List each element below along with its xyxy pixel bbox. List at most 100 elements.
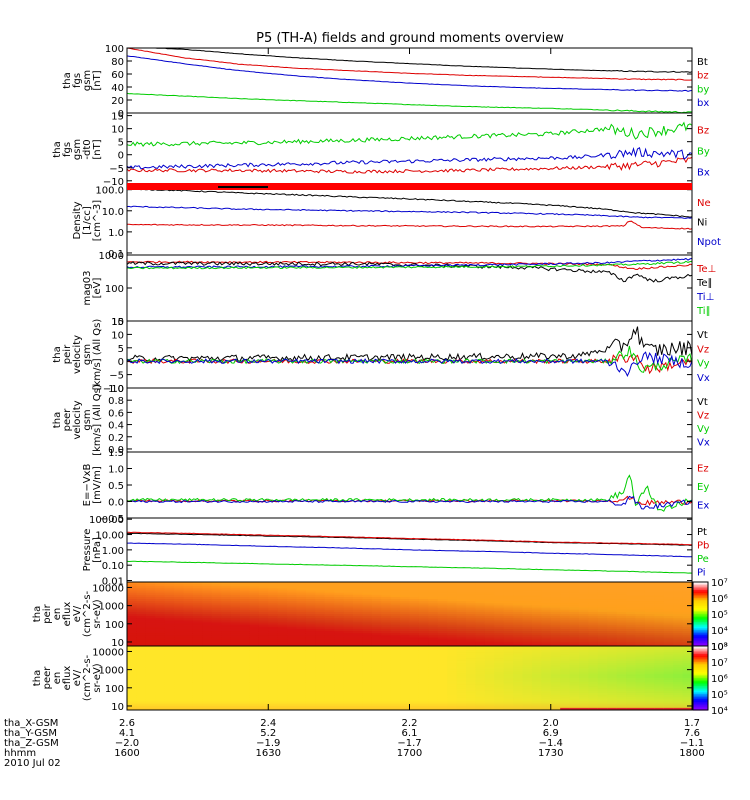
heatmap-cell: [145, 692, 156, 696]
heatmap-cell: [240, 648, 251, 651]
heatmap-cell: [418, 599, 429, 602]
heatmap-cell: [371, 652, 382, 656]
heatmap-cell: [626, 671, 637, 675]
heatmap-cell: [362, 609, 373, 613]
heatmap-cell: [607, 643, 618, 646]
heatmap-cell: [145, 611, 156, 615]
heatmap-cell: [258, 605, 269, 609]
heatmap-cell: [202, 646, 213, 649]
heatmap-cell: [183, 599, 194, 602]
heatmap-cell: [560, 586, 571, 589]
heatmap-cell: [287, 582, 298, 585]
heatmap-cell: [635, 624, 646, 628]
heatmap-cell: [305, 688, 316, 692]
y-axis-label-line: en: [52, 608, 63, 621]
heatmap-cell: [183, 614, 194, 617]
heatmap-cell: [409, 650, 420, 653]
heatmap-cell: [475, 616, 486, 619]
heatmap-cell: [682, 663, 692, 666]
heatmap-cell: [616, 633, 627, 636]
heatmap-cell: [569, 699, 580, 703]
heatmap-cell: [550, 603, 561, 607]
heatmap-cell: [579, 692, 590, 696]
heatmap-cell: [249, 686, 260, 690]
heatmap-cell: [155, 607, 166, 611]
heatmap-cell: [682, 599, 692, 602]
heatmap-cell: [626, 635, 637, 639]
heatmap-cell: [136, 622, 147, 626]
heatmap-cell: [334, 688, 345, 692]
heatmap-cell: [484, 707, 495, 710]
heatmap-cell: [296, 601, 307, 604]
heatmap-cell: [682, 697, 692, 700]
heatmap-cell: [324, 637, 335, 641]
heatmap-cell: [616, 582, 627, 585]
heatmap-cell: [522, 705, 533, 709]
colorbar-segment: [693, 610, 708, 613]
heatmap-cell: [277, 635, 288, 639]
heatmap-cell: [503, 682, 514, 685]
heatmap-cell: [673, 631, 684, 634]
heatmap-cell: [626, 624, 637, 628]
heatmap-cell: [240, 590, 251, 594]
heatmap-cell: [635, 603, 646, 607]
heatmap-cell: [428, 639, 439, 643]
heatmap-cell: [277, 686, 288, 690]
heatmap-cell: [221, 594, 232, 598]
heatmap-cell: [616, 588, 627, 592]
heatmap-cell: [635, 592, 646, 596]
heatmap-cell: [296, 695, 307, 698]
heatmap-cell: [447, 590, 458, 594]
heatmap-cell: [192, 671, 203, 675]
heatmap-cell: [644, 703, 655, 707]
heatmap-cell: [635, 701, 646, 705]
x-tick-label: 6.9: [543, 728, 559, 739]
heatmap-cell: [654, 622, 665, 626]
heatmap-cell: [277, 643, 288, 646]
heatmap-cell: [400, 626, 411, 630]
heatmap-cell: [315, 639, 326, 643]
heatmap-cell: [513, 686, 524, 690]
heatmap-cell: [277, 586, 288, 589]
heatmap-cell: [400, 648, 411, 651]
heatmap-cell: [362, 697, 373, 700]
y-axis-label-line: [cm^-3]: [92, 200, 103, 241]
heatmap-cell: [513, 648, 524, 651]
heatmap-cell: [258, 631, 269, 634]
heatmap-cell: [240, 654, 251, 658]
heatmap-cell: [315, 584, 326, 587]
heatmap-cell: [390, 673, 401, 677]
heatmap-cell: [456, 663, 467, 666]
heatmap-cell: [654, 586, 665, 589]
heatmap-cell: [531, 686, 542, 690]
colorbar-label: 10⁵: [711, 610, 728, 621]
heatmap-cell: [484, 705, 495, 709]
heatmap-cell: [230, 648, 241, 651]
heatmap-cell: [230, 628, 241, 632]
heatmap-cell: [174, 594, 185, 598]
heatmap-cell: [437, 671, 448, 675]
heatmap-cell: [626, 665, 637, 668]
heatmap-cell: [531, 607, 542, 611]
heatmap-cell: [258, 590, 269, 594]
heatmap-cell: [362, 599, 373, 602]
heatmap-cell: [437, 607, 448, 611]
heatmap-cell: [127, 601, 138, 604]
heatmap-cell: [513, 592, 524, 596]
heatmap-cell: [513, 678, 524, 681]
colorbar-segment: [693, 698, 708, 701]
heatmap-cell: [513, 635, 524, 639]
heatmap-cell: [531, 637, 542, 641]
heatmap-cell: [343, 639, 354, 643]
heatmap-cell: [635, 633, 646, 636]
heatmap-cell: [400, 667, 411, 671]
heatmap-cell: [249, 605, 260, 609]
heatmap-cell: [287, 678, 298, 681]
heatmap-cell: [531, 695, 542, 698]
heatmap-cell: [287, 697, 298, 700]
heatmap-cell: [183, 590, 194, 594]
heatmap-cell: [324, 648, 335, 651]
heatmap-cell: [240, 637, 251, 641]
heatmap-cell: [362, 660, 373, 664]
legend-bx: bx: [697, 98, 709, 109]
